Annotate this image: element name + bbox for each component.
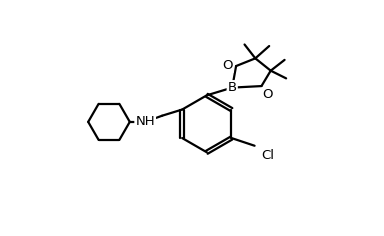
Text: O: O	[222, 59, 233, 72]
Text: B: B	[228, 81, 237, 94]
Text: Cl: Cl	[261, 149, 274, 162]
Text: NH: NH	[136, 115, 155, 128]
Text: O: O	[262, 88, 273, 101]
